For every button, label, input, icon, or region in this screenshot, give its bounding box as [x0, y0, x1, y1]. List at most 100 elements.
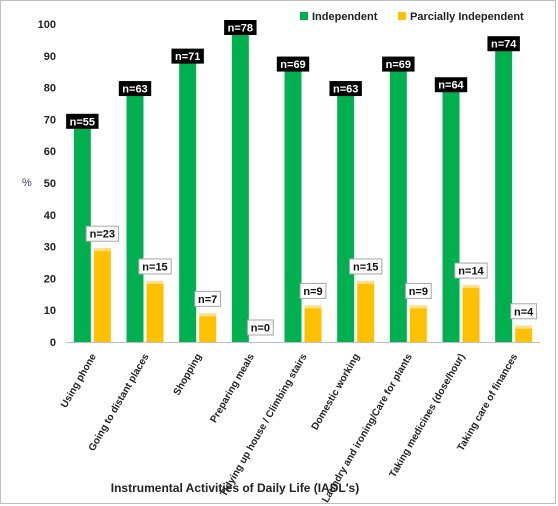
y-tick-label: 60: [44, 146, 56, 158]
data-label-partially-independent-taking-medicines-dose-hour: n=14: [454, 262, 488, 279]
y-tick-label: 50: [44, 178, 56, 190]
data-label-text: n=69: [280, 59, 305, 71]
data-label-independent-preparing-meals: n=78: [224, 20, 257, 35]
y-tick-label: 0: [50, 337, 56, 349]
legend-label-partially-independent: Parcially Independent: [410, 11, 524, 23]
bar-partially-independent-laundry-and-ironing-care-for-plants: [409, 305, 427, 342]
data-label-independent-laundry-and-ironing-care-for-plants: n=69: [382, 56, 415, 72]
data-label-box: [434, 77, 468, 93]
data-label-text: n=4: [514, 306, 534, 318]
data-label-text: n=64: [438, 80, 464, 92]
data-label-partially-independent-using-phone: n=23: [85, 225, 120, 242]
data-label-box: [276, 56, 310, 72]
data-label-box: [454, 262, 488, 279]
bar-top-highlight: [304, 305, 322, 309]
bar-top-highlight: [146, 280, 164, 284]
y-tick-label: 20: [44, 273, 56, 285]
x-tick-label-shopping: Shopping: [172, 352, 205, 397]
y-tick-label: 80: [44, 83, 56, 95]
x-tick-label-domestic-working: Domestic working: [310, 352, 363, 432]
bar-independent-using-phone: [73, 117, 91, 342]
data-label-partially-independent-preparing-meals: n=0: [246, 319, 274, 336]
data-label-partially-independent-going-to-distant-places: n=15: [138, 258, 172, 275]
bar-partially-independent-domestic-working: [357, 280, 375, 342]
data-label-independent-tidying-up-house-climbing-stairs: n=69: [276, 56, 310, 72]
y-tick-label: 30: [44, 242, 56, 254]
data-label-independent-shopping: n=71: [171, 48, 204, 64]
data-label-partially-independent-domestic-working: n=15: [348, 258, 383, 275]
data-label-text: n=63: [122, 84, 147, 96]
data-label-text: n=14: [458, 266, 484, 278]
data-label-text: n=63: [333, 84, 358, 96]
bar-independent-taking-care-of-finances: [495, 40, 513, 343]
data-label-independent-taking-medicines-dose-hour: n=64: [434, 77, 468, 93]
data-label-independent-taking-care-of-finances: n=74: [487, 36, 520, 52]
bar-top-highlight: [199, 313, 217, 317]
x-tick-label-laundry-and-ironing-care-for-plants: Laundry and ironing/Care for plants: [320, 352, 415, 505]
data-label-box: [246, 319, 274, 336]
data-label-box: [382, 56, 415, 72]
data-label-text: n=9: [303, 286, 322, 298]
legend-swatch-partially-independent: [398, 12, 406, 20]
legend: Independent Parcially Independent: [300, 11, 524, 23]
data-label-box: [194, 290, 222, 307]
data-label-box: [138, 258, 172, 275]
y-axis-title: %: [22, 177, 32, 189]
bar-independent-domestic-working: [337, 85, 355, 342]
data-label-box: [487, 36, 520, 52]
y-tick-label: 40: [44, 210, 56, 222]
data-label-text: n=15: [142, 261, 167, 273]
data-label-box: [348, 258, 383, 275]
bar-top-highlight: [409, 305, 427, 309]
x-tick-label-preparing-meals: Preparing meals: [208, 352, 257, 425]
legend-swatch-independent: [300, 12, 308, 20]
data-label-box: [224, 20, 257, 35]
bar-independent-tidying-up-house-climbing-stairs: [284, 60, 302, 342]
data-label-text: n=9: [409, 286, 428, 298]
data-label-text: n=55: [70, 116, 95, 128]
data-label-partially-independent-laundry-and-ironing-care-for-plants: n=9: [404, 282, 432, 299]
bar-partially-independent-taking-medicines-dose-hour: [462, 285, 480, 342]
bar-independent-laundry-and-ironing-care-for-plants: [389, 60, 407, 342]
data-label-box: [85, 225, 120, 242]
bar-partially-independent-taking-care-of-finances: [515, 325, 533, 342]
data-label-independent-using-phone: n=55: [66, 113, 99, 129]
y-axis: 0 10 20 30 40 50 60 70 80 90 100: [38, 19, 56, 349]
data-label-text: n=23: [90, 229, 115, 241]
data-label-independent-domestic-working: n=63: [329, 81, 362, 97]
data-label-text: n=71: [175, 51, 200, 63]
x-tick-label-taking-care-of-finances: Taking care of finances: [456, 352, 521, 453]
bar-top-highlight: [515, 325, 533, 329]
bar-independent-taking-medicines-dose-hour: [442, 81, 460, 343]
bar-top-highlight: [93, 248, 111, 252]
bar-independent-shopping: [179, 52, 197, 343]
y-tick-label: 10: [44, 305, 56, 317]
bar-top-highlight: [357, 280, 375, 284]
data-label-partially-independent-tidying-up-house-climbing-stairs: n=9: [299, 282, 327, 299]
bar-partially-independent-using-phone: [93, 248, 111, 342]
legend-label-independent: Independent: [312, 11, 378, 23]
bar-partially-independent-shopping: [199, 313, 217, 342]
data-label-text: n=74: [491, 39, 517, 51]
bar-partially-independent-going-to-distant-places: [146, 280, 164, 342]
data-label-box: [329, 81, 362, 97]
data-label-box: [118, 81, 152, 97]
y-tick-label: 90: [44, 51, 56, 63]
data-label-text: n=7: [198, 294, 217, 306]
data-label-text: n=0: [251, 323, 270, 335]
data-label-text: n=15: [353, 261, 378, 273]
data-label-box: [299, 282, 327, 299]
y-tick-label: 100: [38, 19, 56, 31]
bar-independent-going-to-distant-places: [126, 85, 144, 342]
data-label-text: n=69: [386, 59, 411, 71]
data-label-box: [404, 282, 432, 299]
data-label-box: [66, 113, 99, 129]
data-label-independent-going-to-distant-places: n=63: [118, 81, 152, 97]
data-label-box: [510, 303, 538, 320]
y-tick-label: 70: [44, 114, 56, 126]
data-labels: n=55 n=23 n=63 n=15 n=71 n=7 n=78 n=0 n=69 n=9 n=6…: [66, 20, 538, 336]
data-label-text: n=78: [228, 23, 253, 35]
data-label-box: [171, 48, 204, 64]
